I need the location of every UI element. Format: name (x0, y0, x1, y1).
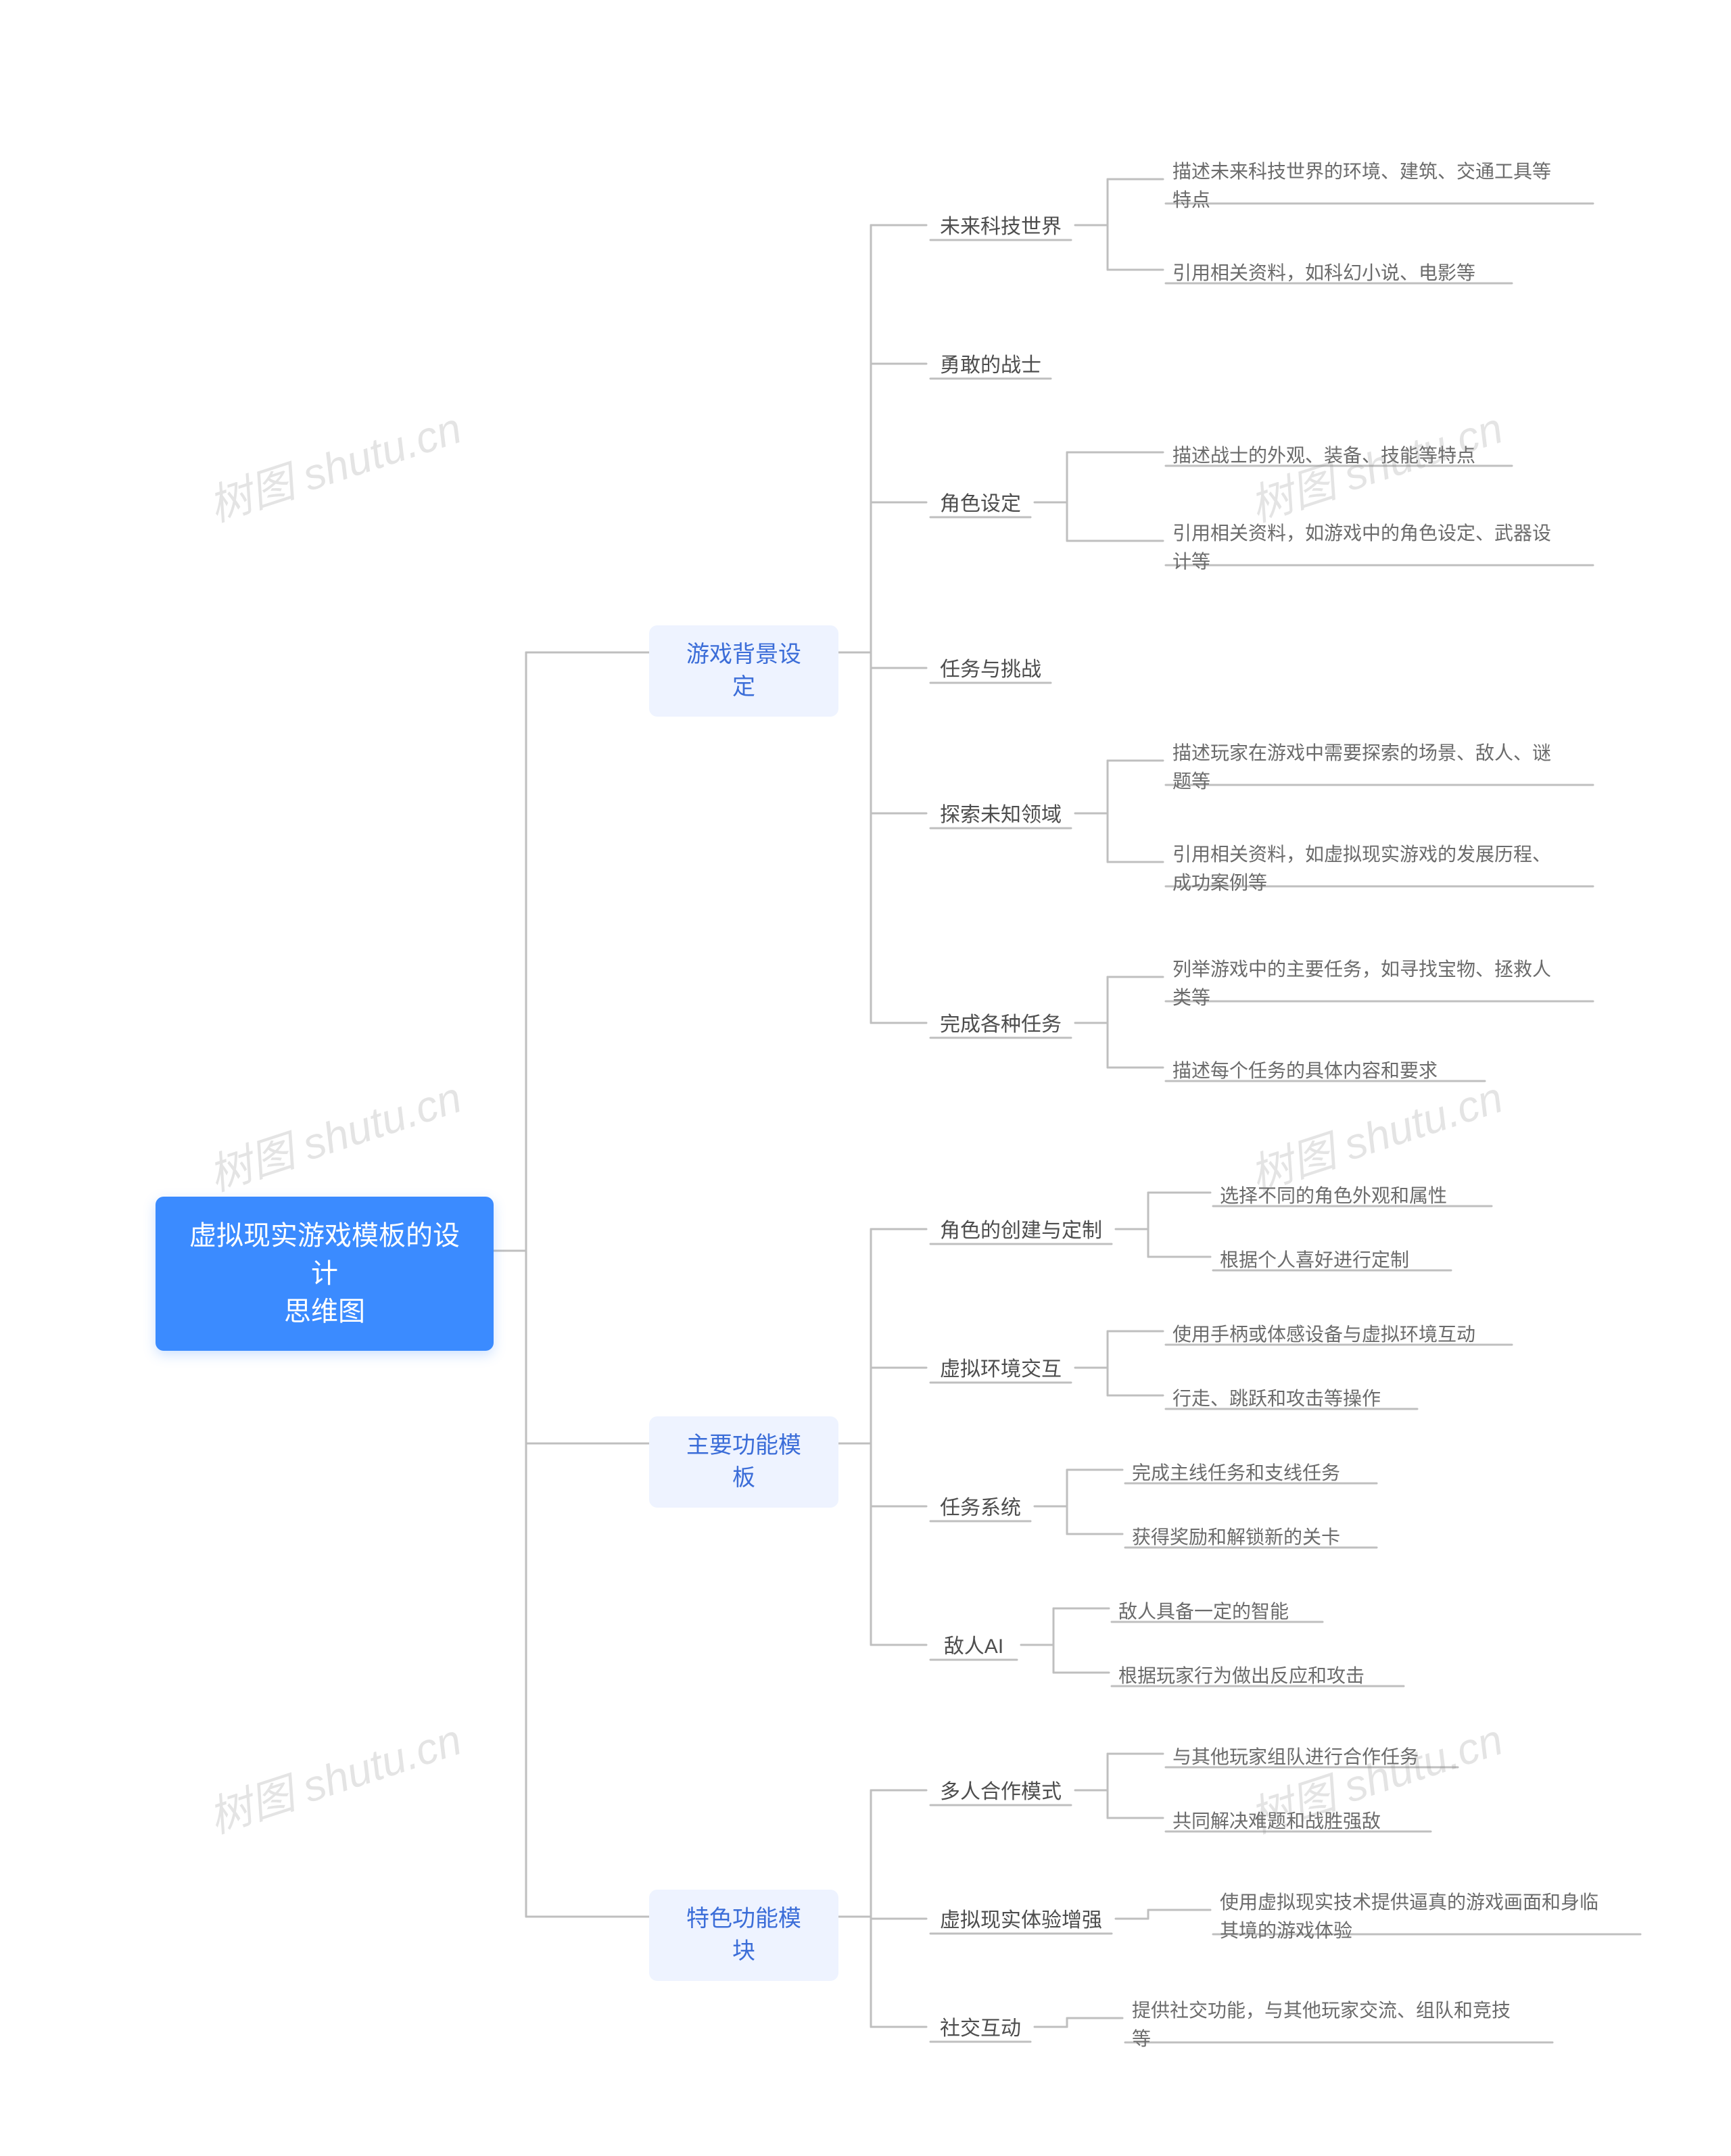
leaf-node: 根据个人喜好进行定制 (1210, 1241, 1454, 1280)
leaf-node: 提供社交功能，与其他玩家交流、组队和竞技 等 (1122, 1991, 1555, 2059)
leaf-node: 获得奖励和解锁新的关卡 (1122, 1518, 1379, 1557)
subtopic-node: 社交互动 (926, 2008, 1035, 2050)
leaf-node: 描述每个任务的具体内容和要求 (1163, 1051, 1488, 1091)
subtopic-node: 虚拟环境交互 (926, 1349, 1075, 1391)
leaf-node: 与其他玩家组队进行合作任务 (1163, 1738, 1461, 1777)
watermark: 树图 shutu.cn (199, 393, 468, 533)
subtopic-node: 未来科技世界 (926, 206, 1075, 248)
root-node: 虚拟现实游戏模板的设计 思维图 (156, 1197, 494, 1351)
subtopic-node: 勇敢的战士 (926, 345, 1055, 387)
branch-node: 主要功能模板 (649, 1416, 838, 1508)
subtopic-node: 虚拟现实体验增强 (926, 1900, 1116, 1942)
leaf-node: 根据玩家行为做出反应和攻击 (1109, 1656, 1406, 1696)
leaf-node: 敌人具备一定的智能 (1109, 1592, 1325, 1631)
subtopic-node: 敌人AI (926, 1626, 1021, 1668)
leaf-node: 完成主线任务和支线任务 (1122, 1454, 1379, 1493)
leaf-node: 描述未来科技世界的环境、建筑、交通工具等 特点 (1163, 152, 1596, 220)
leaf-node: 描述玩家在游戏中需要探索的场景、敌人、谜 题等 (1163, 734, 1596, 801)
subtopic-node: 完成各种任务 (926, 1004, 1075, 1046)
watermark: 树图 shutu.cn (199, 1705, 468, 1845)
leaf-node: 共同解决难题和战胜强敌 (1163, 1802, 1433, 1841)
mindmap-stage: 虚拟现实游戏模板的设计 思维图 游戏背景设定 未来科技世界 描述未来科技世界的环境、建… (0, 0, 1731, 2156)
subtopic-node: 任务与挑战 (926, 649, 1055, 691)
leaf-node: 使用手柄或体感设备与虚拟环境互动 (1163, 1315, 1515, 1354)
subtopic-node: 角色设定 (926, 483, 1035, 525)
subtopic-node: 角色的创建与定制 (926, 1210, 1116, 1252)
subtopic-node: 探索未知领域 (926, 794, 1075, 836)
leaf-node: 选择不同的角色外观和属性 (1210, 1176, 1494, 1216)
leaf-node: 引用相关资料，如虚拟现实游戏的发展历程、 成功案例等 (1163, 835, 1596, 903)
leaf-node: 行走、跳跃和攻击等操作 (1163, 1379, 1420, 1418)
subtopic-node: 任务系统 (926, 1487, 1035, 1529)
leaf-node: 列举游戏中的主要任务，如寻找宝物、拯救人 类等 (1163, 950, 1596, 1017)
leaf-node: 引用相关资料，如游戏中的角色设定、武器设 计等 (1163, 514, 1596, 581)
leaf-node: 使用虚拟现实技术提供逼真的游戏画面和身临 其境的游戏体验 (1210, 1883, 1643, 1950)
leaf-node: 引用相关资料，如科幻小说、电影等 (1163, 254, 1515, 293)
subtopic-node: 多人合作模式 (926, 1771, 1075, 1813)
leaf-node: 描述战士的外观、装备、技能等特点 (1163, 436, 1515, 475)
branch-node: 游戏背景设定 (649, 625, 838, 717)
branch-node: 特色功能模块 (649, 1890, 838, 1981)
watermark: 树图 shutu.cn (199, 1063, 468, 1203)
